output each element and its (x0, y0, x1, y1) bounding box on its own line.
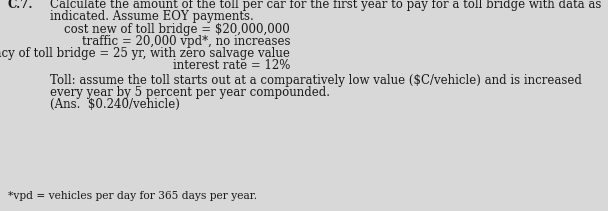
Text: *vpd = vehicles per day for 365 days per year.: *vpd = vehicles per day for 365 days per… (8, 191, 257, 201)
Text: indicated. Assume EOY payments.: indicated. Assume EOY payments. (50, 10, 254, 23)
Text: every year by 5 percent per year compounded.: every year by 5 percent per year compoun… (50, 86, 330, 99)
Text: Calculate the amount of the toll per car for the first year to pay for a toll br: Calculate the amount of the toll per car… (50, 0, 601, 11)
Text: traffic = 20,000 vpd*, no increases: traffic = 20,000 vpd*, no increases (81, 35, 290, 48)
Text: life expectancy of toll bridge = 25 yr, with zero salvage value: life expectancy of toll bridge = 25 yr, … (0, 47, 290, 60)
Text: interest rate = 12%: interest rate = 12% (173, 59, 290, 72)
Text: cost new of toll bridge = $20,000,000: cost new of toll bridge = $20,000,000 (64, 23, 290, 36)
Text: Toll: assume the toll starts out at a comparatively low value ($C/vehicle) and i: Toll: assume the toll starts out at a co… (50, 74, 582, 87)
Text: (Ans.  $0.240/vehicle): (Ans. $0.240/vehicle) (50, 98, 180, 111)
Text: C.7.: C.7. (8, 0, 33, 11)
